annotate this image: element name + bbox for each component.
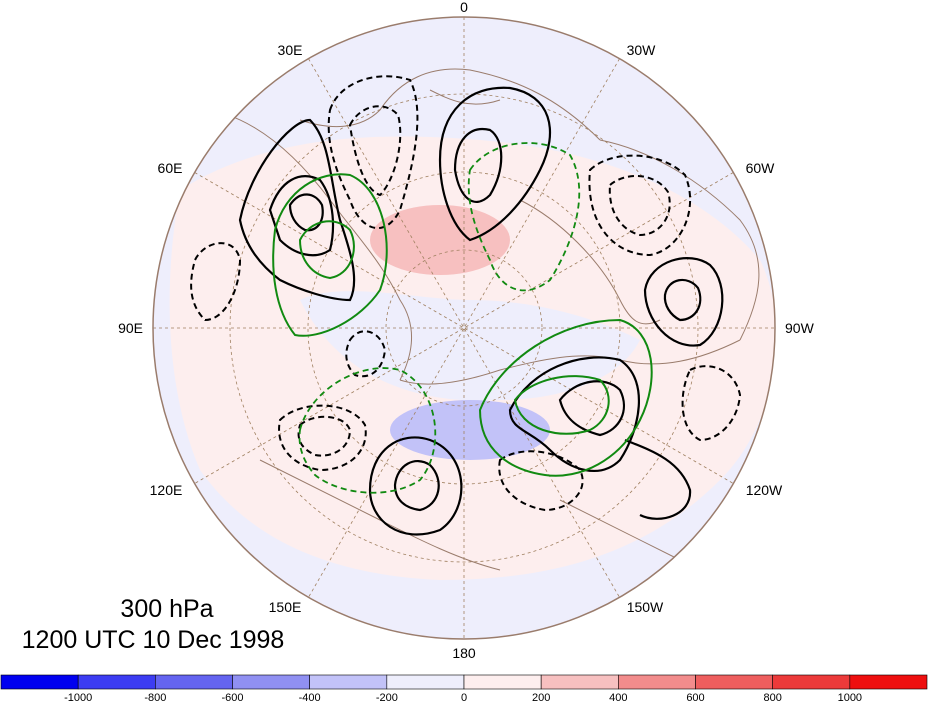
- lon-label-0: 0: [460, 0, 468, 15]
- colorbar-tick-label: -600: [221, 692, 243, 702]
- map-boundary: [152, 16, 776, 640]
- colorbar-tick-label: 400: [609, 692, 627, 702]
- coastlines: [209, 68, 760, 571]
- colorbar-swatch: [695, 674, 773, 690]
- colorbar-swatch: [0, 674, 79, 690]
- negative-contours: [190, 75, 742, 512]
- lon-label-60w: 60W: [746, 160, 776, 176]
- colorbar-tick-label: 800: [763, 692, 781, 702]
- colorbar: -1000 -800 -600 -400 -200 0 200 400 600 800 1000: [0, 674, 928, 702]
- colorbar-swatch: [155, 674, 233, 690]
- colorbar-swatch: [309, 674, 388, 690]
- colorbar-swatch: [232, 674, 310, 690]
- lon-label-90e: 90E: [118, 320, 143, 336]
- lon-label-120w: 120W: [746, 482, 783, 498]
- lon-label-30w: 30W: [627, 42, 657, 58]
- colorbar-tick-label: 600: [686, 692, 704, 702]
- green-contours: [272, 173, 653, 477]
- colorbar-swatch: [77, 674, 156, 690]
- green-dashed-contours: [298, 142, 581, 494]
- colorbar-swatch: [540, 674, 619, 690]
- lon-label-60e: 60E: [158, 160, 183, 176]
- colorbar-tick-label: -200: [376, 692, 398, 702]
- lon-label-90w: 90W: [785, 320, 815, 336]
- colorbar-tick-label: -400: [299, 692, 321, 702]
- lon-label-150w: 150W: [627, 599, 664, 615]
- colorbar-tick-label: 1000: [838, 692, 862, 702]
- colorbar-tick-label: -800: [144, 692, 166, 702]
- lon-label-150e: 150E: [269, 599, 302, 615]
- lon-label-120e: 120E: [150, 482, 183, 498]
- time-label: 1200 UTC 10 Dec 1998: [22, 626, 285, 654]
- colorbar-swatch: [386, 674, 465, 690]
- colorbar-tick-label: 0: [461, 692, 467, 702]
- lon-label-180: 180: [452, 645, 476, 661]
- colorbar-tick-label: 200: [532, 692, 550, 702]
- colorbar-tick-label: -1000: [64, 692, 92, 702]
- colorbar-swatch: [618, 674, 696, 690]
- lon-label-30e: 30E: [278, 42, 303, 58]
- colorbar-swatch: [772, 674, 851, 690]
- colorbar-swatch: [849, 674, 928, 690]
- colorbar-swatch: [463, 674, 542, 690]
- level-label: 300 hPa: [120, 595, 213, 623]
- positive-contours: [238, 86, 724, 536]
- shaded-field: [153, 17, 775, 639]
- graticule: [153, 17, 775, 639]
